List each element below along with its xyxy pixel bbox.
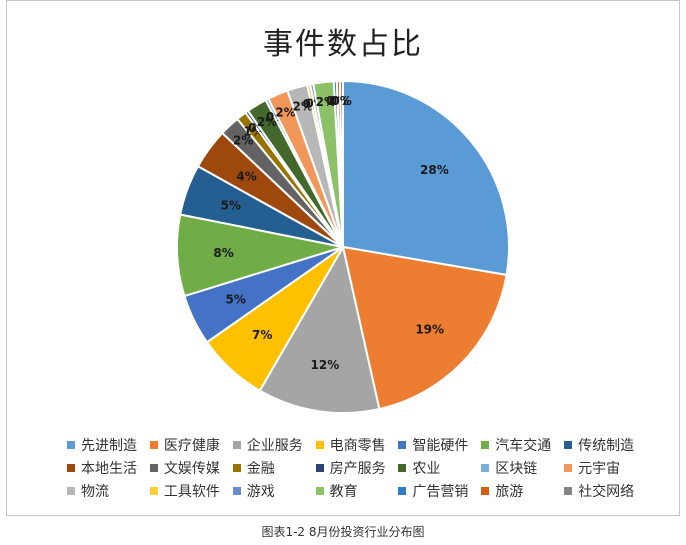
legend-item: 金融 — [232, 458, 316, 478]
legend-swatch — [149, 486, 158, 495]
chart-frame: 事件数占比 28% 19% 12% 7% 5% 8% 5% 4% 2% 1% 0% 2% 0% 2% 2% 0… — [6, 0, 680, 516]
data-label: 2% — [275, 106, 295, 120]
data-label: 0% — [331, 94, 351, 108]
legend-swatch — [149, 440, 158, 449]
legend-label: 元宇宙 — [578, 460, 621, 477]
legend-swatch — [481, 463, 490, 472]
legend-swatch — [67, 486, 75, 495]
legend-label: 本地生活 — [81, 460, 137, 477]
legend-label: 工具软件 — [163, 483, 220, 500]
legend-item: 物流 — [67, 481, 150, 501]
legend-item: 游戏 — [232, 481, 316, 501]
pie-slice — [258, 244, 381, 414]
legend-row: 先进制造 医疗健康 企业服务 电商零售 智能硬件 汽车交通 传统制造 — [67, 433, 647, 456]
legend-item: 旅游 — [481, 481, 564, 501]
legend-label: 物流 — [81, 483, 109, 500]
legend-item: 教育 — [315, 481, 399, 501]
legend-swatch — [398, 440, 407, 449]
legend-swatch — [315, 440, 324, 449]
legend-item: 农业 — [398, 458, 481, 478]
data-label: 8% — [213, 246, 233, 260]
legend-swatch — [315, 463, 324, 472]
legend-item: 文娱传媒 — [149, 458, 233, 478]
legend-label: 金融 — [246, 460, 275, 477]
data-label: 5% — [221, 199, 241, 213]
legend-swatch — [564, 463, 573, 472]
legend-item: 工具软件 — [149, 481, 233, 501]
pie-slice — [342, 79, 510, 277]
data-label: 4% — [236, 169, 256, 183]
legend-label: 医疗健康 — [163, 437, 220, 454]
pie-slice — [341, 245, 508, 411]
legend-item: 传统制造 — [564, 435, 647, 455]
data-label: 5% — [226, 293, 246, 307]
data-label: 7% — [252, 328, 272, 342]
legend-label: 区块链 — [495, 460, 538, 477]
legend-item: 房产服务 — [315, 458, 399, 478]
legend-label: 游戏 — [246, 483, 275, 500]
pie-slice — [338, 79, 344, 248]
pie-chart: 28%19%12%7%5%8%5%4%2%1%0%2%0%2%2%0%0%2%0… — [176, 79, 510, 414]
legend-swatch — [398, 486, 407, 495]
legend-swatch — [398, 463, 407, 472]
data-label: 19% — [415, 322, 444, 336]
legend-item: 医疗健康 — [149, 435, 233, 455]
figure-caption: 图表1-2 8月份投资行业分布图 — [261, 525, 425, 539]
legend-item: 本地生活 — [67, 458, 150, 478]
legend-item: 汽车交通 — [481, 435, 564, 455]
legend-label: 房产服务 — [329, 460, 386, 477]
chart-title: 事件数占比 — [263, 27, 423, 62]
legend-label: 企业服务 — [246, 437, 303, 454]
legend-swatch — [149, 463, 158, 472]
data-label: 2% — [257, 115, 277, 129]
legend-item: 电商零售 — [315, 435, 399, 455]
legend-item: 广告营销 — [398, 481, 481, 501]
legend-swatch — [315, 486, 324, 495]
legend-label: 电商零售 — [329, 437, 386, 454]
chart-legend: 先进制造 医疗健康 企业服务 电商零售 智能硬件 汽车交通 传统制造本地生活 文娱传媒 金融 房产… — [67, 433, 647, 502]
legend-label: 传统制造 — [578, 437, 635, 454]
data-label: 12% — [311, 358, 340, 372]
legend-swatch — [481, 440, 490, 449]
legend-swatch — [564, 440, 573, 449]
legend-label: 教育 — [329, 483, 358, 500]
legend-row: 本地生活 文娱传媒 金融 房产服务 农业 区块链 元宇宙 — [67, 456, 647, 479]
legend-swatch — [232, 486, 241, 495]
legend-item: 区块链 — [481, 458, 564, 478]
legend-item: 企业服务 — [232, 435, 316, 455]
legend-label: 汽车交通 — [495, 437, 552, 454]
legend-label: 智能硬件 — [412, 437, 469, 454]
data-label: 28% — [420, 163, 449, 177]
legend-label: 先进制造 — [81, 437, 137, 454]
data-label: 2% — [233, 133, 253, 147]
legend-label: 社交网络 — [578, 483, 635, 500]
legend-label: 旅游 — [495, 483, 524, 500]
legend-item: 智能硬件 — [398, 435, 481, 455]
legend-row: 物流 工具软件 游戏 教育 广告营销 旅游 社交网络 — [67, 479, 647, 502]
data-label: 2% — [293, 100, 313, 114]
legend-label: 农业 — [412, 460, 441, 477]
data-label: 2% — [316, 95, 336, 109]
legend-item: 先进制造 — [67, 435, 150, 455]
legend-swatch — [232, 463, 241, 472]
legend-label: 广告营销 — [412, 483, 469, 500]
legend-swatch — [564, 486, 573, 495]
legend-swatch — [481, 486, 490, 495]
legend-item: 元宇宙 — [564, 458, 647, 478]
legend-label: 文娱传媒 — [163, 460, 220, 477]
legend-swatch — [67, 440, 75, 449]
legend-item: 社交网络 — [564, 481, 647, 501]
legend-swatch — [67, 463, 75, 472]
legend-swatch — [232, 440, 241, 449]
